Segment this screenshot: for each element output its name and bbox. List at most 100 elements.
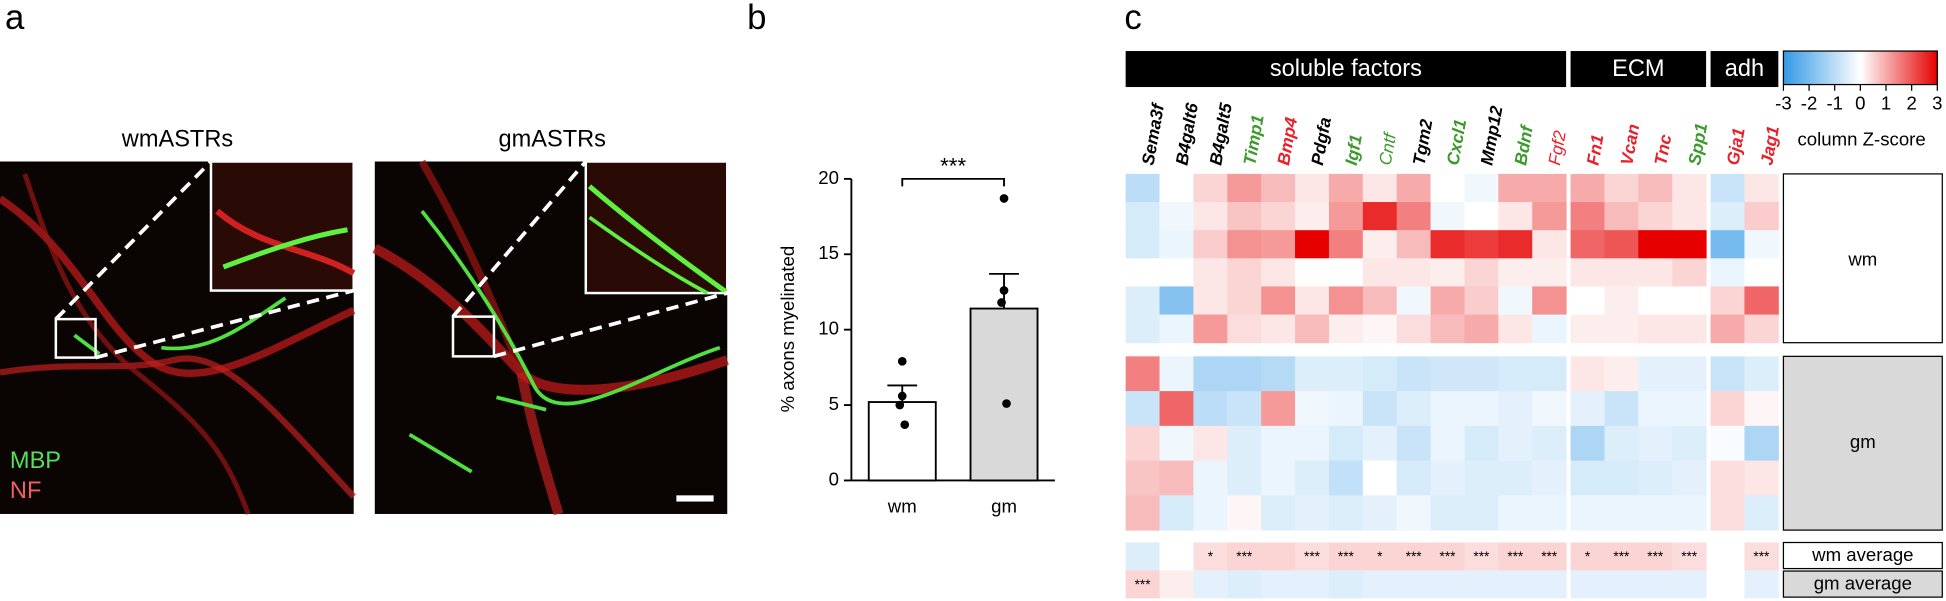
heatmap-cell xyxy=(1159,356,1194,392)
heatmap-cell xyxy=(1227,173,1262,203)
heatmap-cell xyxy=(1261,425,1296,462)
group-header xyxy=(1125,51,1567,88)
heatmap-cell xyxy=(1328,460,1364,496)
heatmap-cell xyxy=(1227,286,1262,316)
heatmap-cell xyxy=(1604,173,1639,203)
heatmap-cell xyxy=(1638,570,1673,599)
micrograph xyxy=(0,160,356,515)
legend-nf: NF xyxy=(10,477,41,503)
heatmap-cell xyxy=(1125,230,1161,259)
significance: *** xyxy=(1304,549,1321,564)
heatmap-cell xyxy=(1532,425,1567,462)
heatmap-cell xyxy=(1261,173,1296,203)
heatmap-cell xyxy=(1604,258,1639,287)
heatmap-cell xyxy=(1638,202,1673,231)
heatmap-cell xyxy=(1328,356,1364,392)
heatmap-cell xyxy=(1295,356,1330,392)
gene-label: Tgm2 xyxy=(1409,117,1437,166)
heatmap-cell xyxy=(1744,356,1779,392)
y-tick-label: 10 xyxy=(818,318,839,339)
heatmap-cell xyxy=(1396,356,1432,392)
bar xyxy=(867,401,937,482)
heatmap-cell xyxy=(1125,570,1161,599)
heatmap-cell xyxy=(1464,258,1499,287)
panel-label: c xyxy=(1124,0,1141,37)
heatmap-cell xyxy=(1744,425,1779,462)
heatmap-cell xyxy=(1125,542,1161,571)
heatmap-cell xyxy=(1159,314,1194,344)
heatmap-cell xyxy=(1638,460,1673,496)
heatmap-cell xyxy=(1638,230,1673,259)
gene-label: Pdgfa xyxy=(1307,115,1335,166)
heatmap-cell xyxy=(1570,230,1605,259)
heatmap-cell xyxy=(1638,258,1673,287)
significance: *** xyxy=(1440,549,1457,564)
significance: * xyxy=(1585,549,1591,564)
heatmap-cell xyxy=(1638,542,1673,571)
heatmap-cell xyxy=(1159,391,1194,427)
heatmap-cell xyxy=(1328,425,1364,462)
heatmap-cell xyxy=(1430,173,1465,203)
heatmap-cell xyxy=(1328,258,1364,287)
heatmap-cell xyxy=(1638,391,1673,427)
heatmap-cell xyxy=(1193,202,1228,231)
heatmap-cell xyxy=(1396,425,1432,462)
heatmap-cell xyxy=(1532,286,1567,316)
heatmap-cell xyxy=(1396,542,1432,571)
heatmap-cell xyxy=(1464,173,1499,203)
heatmap-cell xyxy=(1430,495,1465,531)
heatmap-cell xyxy=(1744,570,1779,599)
group-header xyxy=(1710,51,1779,88)
heatmap-cell xyxy=(1125,202,1161,231)
heatmap-cell xyxy=(1638,425,1673,462)
group-label: soluble factors xyxy=(1270,55,1422,81)
heatmap-cell xyxy=(1227,495,1262,531)
heatmap-cell xyxy=(1744,460,1779,496)
heatmap-cell xyxy=(1125,391,1161,427)
significance: *** xyxy=(1753,549,1770,564)
heatmap-cell xyxy=(1744,542,1779,571)
heatmap-cell xyxy=(1396,570,1432,599)
heatmap-cell xyxy=(1328,314,1364,344)
panel-label: b xyxy=(747,0,766,37)
micrograph xyxy=(372,159,729,516)
heatmap-cell xyxy=(1261,286,1296,316)
heatmap-cell xyxy=(1396,230,1432,259)
heatmap-cell xyxy=(1638,356,1673,392)
heatmap-cell xyxy=(1193,286,1228,316)
heatmap-cell xyxy=(1672,391,1707,427)
heatmap-cell xyxy=(1498,425,1533,462)
heatmap-cell xyxy=(1193,314,1228,344)
heatmap-cell xyxy=(1604,202,1639,231)
heatmap-cell xyxy=(1227,570,1262,599)
gene-label: Cxcl1 xyxy=(1442,118,1470,167)
y-axis-label: % axons myelinated xyxy=(777,246,798,413)
heatmap-cell xyxy=(1532,230,1567,259)
heatmap-cell xyxy=(1362,202,1398,231)
gene-label: Igf1 xyxy=(1341,133,1366,167)
heatmap-cell xyxy=(1604,391,1639,427)
heatmap-cell xyxy=(1396,173,1432,203)
heatmap-cell xyxy=(1710,460,1745,496)
heatmap-cell xyxy=(1125,173,1161,203)
heatmap-cell xyxy=(1295,425,1330,462)
heatmap-cell xyxy=(1159,495,1194,531)
heatmap-cell xyxy=(1532,570,1567,599)
heatmap-cell xyxy=(1193,425,1228,462)
heatmap-cell xyxy=(1570,570,1605,599)
heatmap-cell xyxy=(1672,258,1707,287)
heatmap-cell xyxy=(1498,495,1533,531)
heatmap-cell xyxy=(1159,230,1194,259)
gene-label: Gja1 xyxy=(1722,126,1748,167)
heatmap-cell xyxy=(1672,230,1707,259)
heatmap-cell xyxy=(1159,173,1194,203)
heatmap-cell xyxy=(1227,542,1262,571)
y-tick-label: 20 xyxy=(818,167,839,188)
heatmap-cell xyxy=(1193,542,1228,571)
significance: *** xyxy=(1507,549,1524,564)
heatmap-cell xyxy=(1672,460,1707,496)
heatmap-cell xyxy=(1193,173,1228,203)
significance: *** xyxy=(1681,549,1698,564)
heatmap-cell xyxy=(1328,570,1364,599)
heatmap-cell xyxy=(1159,425,1194,462)
